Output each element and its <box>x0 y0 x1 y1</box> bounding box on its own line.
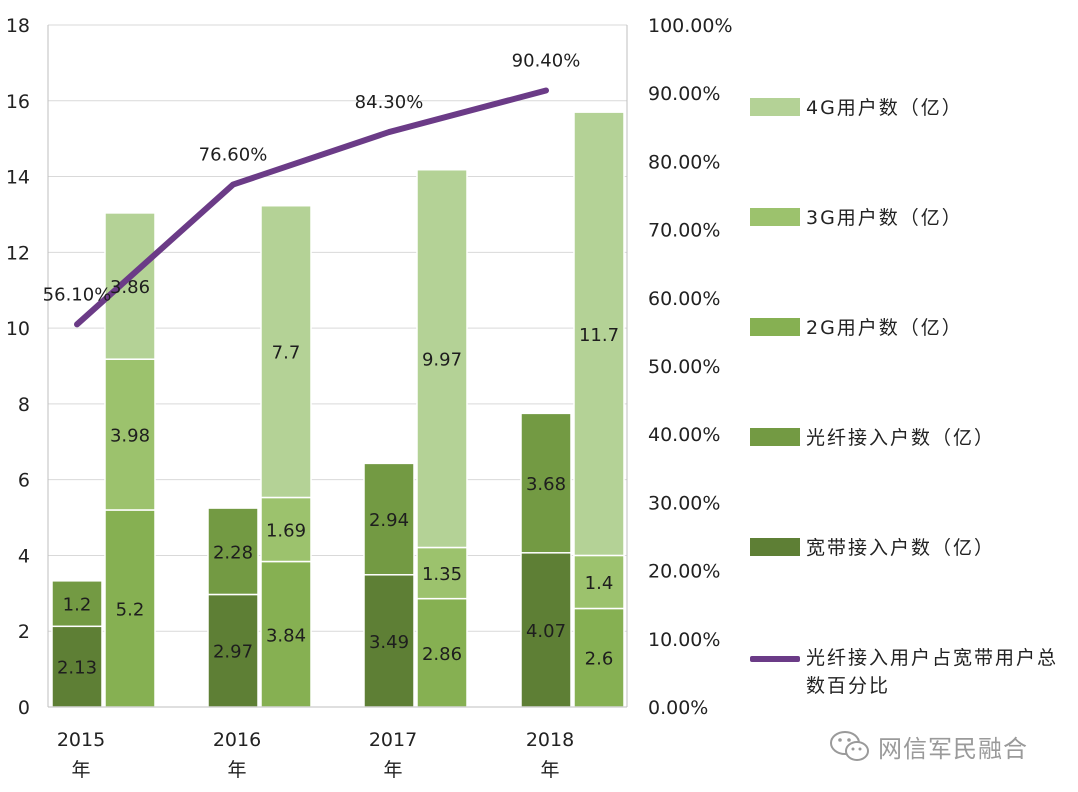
y-right-tick-label: 70.00% <box>648 220 720 242</box>
legend-item: 3G用户数（亿） <box>750 204 1076 232</box>
legend-swatch <box>750 538 800 556</box>
bar-data-label: 1.4 <box>585 573 614 594</box>
legend-item: 2G用户数（亿） <box>750 314 1076 342</box>
percentage-point <box>545 89 547 92</box>
bar-data-label: 11.7 <box>579 325 619 346</box>
legend-label: 光纤接入户数（亿） <box>806 427 996 449</box>
legend-item: 光纤接入户数（亿） <box>750 424 1076 452</box>
chart: 0 2 4 6 8 10 12 14 16 18 0.00% 10.00% 20.00% 30.00% 40… <box>6 15 733 781</box>
bar-data-label: 9.97 <box>422 350 462 371</box>
percentage-data-label: 84.30% <box>355 92 424 113</box>
y-left-tick-label: 4 <box>18 545 30 567</box>
x-category-label: 2015 <box>57 729 105 751</box>
y-left-tick-label: 14 <box>6 167 30 189</box>
y-right-tick-label: 10.00% <box>648 629 720 651</box>
legend-swatch <box>750 318 800 336</box>
bar-segment <box>363 462 415 576</box>
bar-segment <box>104 358 156 511</box>
y-right-tick-label: 100.00% <box>648 15 733 37</box>
legend-item: 宽带接入户数（亿） <box>750 534 1076 562</box>
y-left-tick-label: 10 <box>6 318 30 340</box>
percentage-point <box>76 323 78 326</box>
watermark-text: 网信军民融合 <box>878 734 1028 763</box>
bar-data-label: 2.94 <box>369 510 409 531</box>
bar-data-label: 1.69 <box>266 520 306 541</box>
bar-data-label: 1.2 <box>63 595 92 616</box>
x-category-label: 2017 <box>369 729 417 751</box>
legend-swatch <box>750 208 800 226</box>
bar-segment <box>416 597 468 708</box>
axes: 0 2 4 6 8 10 12 14 16 18 0.00% 10.00% 20.00% 30.00% 40… <box>6 15 733 781</box>
bar-data-label: 3.49 <box>369 632 409 653</box>
x-category-label: 年 <box>71 759 90 781</box>
y-left-tick-label: 12 <box>6 242 30 264</box>
bar-segment <box>260 204 312 499</box>
bar-data-label: 2.97 <box>213 642 253 663</box>
y-left-tick-label: 0 <box>18 697 30 719</box>
y-left-tick-label: 8 <box>18 394 30 416</box>
bar-data-label: 2.13 <box>57 658 97 679</box>
data-labels: 2.13 1.2 5.2 3.98 3.86 2.97 2.28 3.84 1.69 7.7 3.4… <box>43 50 619 678</box>
legend-item: 4G用户数（亿） <box>750 94 1076 122</box>
legend-label: 光纤接入用户占宽带用户总数百分比 <box>806 647 1059 697</box>
y-right-tick-label: 80.00% <box>648 151 720 173</box>
legend-label: 宽带接入户数（亿） <box>806 537 996 559</box>
x-category-label: 2018 <box>526 729 574 751</box>
bar-data-label: 3.84 <box>266 625 306 646</box>
y-right-tick-label: 90.00% <box>648 83 720 105</box>
bar-data-label: 4.07 <box>526 621 566 642</box>
legend-label: 2G用户数（亿） <box>806 317 963 339</box>
y-left-tick-label: 16 <box>6 91 30 113</box>
bar-segment <box>260 496 312 563</box>
bar-segment <box>573 111 625 557</box>
bar-data-label: 2.6 <box>585 649 614 670</box>
y-right-tick-label: 20.00% <box>648 561 720 583</box>
bar-segment <box>104 212 156 360</box>
x-category-label: 年 <box>383 759 402 781</box>
legend-swatch <box>750 98 800 116</box>
legend-label: 3G用户数（亿） <box>806 207 963 229</box>
bar-segment <box>520 552 572 708</box>
legend-swatch <box>750 656 800 662</box>
x-category-label: 年 <box>540 759 559 781</box>
legend-item: 光纤接入用户占宽带用户总数百分比 <box>750 644 1076 700</box>
percentage-data-label: 76.60% <box>199 145 268 166</box>
bar-segment <box>207 593 259 708</box>
x-category-label: 年 <box>227 759 246 781</box>
wechat-icon <box>830 731 869 761</box>
y-left-tick-label: 2 <box>18 621 30 643</box>
bar-data-label: 7.7 <box>272 343 301 364</box>
x-category-label: 2016 <box>213 729 261 751</box>
bar-segment <box>51 580 103 628</box>
percentage-data-label: 56.10% <box>43 284 112 305</box>
bar-data-label: 3.68 <box>526 474 566 495</box>
bar-data-label: 5.2 <box>116 599 145 620</box>
y-right-tick-label: 40.00% <box>648 424 720 446</box>
legend-swatch <box>750 428 800 446</box>
bar-data-label: 3.86 <box>110 277 150 298</box>
percentage-data-label: 90.40% <box>512 50 581 71</box>
bar-data-label: 1.35 <box>422 564 462 585</box>
y-right-tick-label: 30.00% <box>648 492 720 514</box>
y-left-tick-label: 18 <box>6 15 30 37</box>
bar-segment <box>416 168 468 549</box>
y-left-tick-label: 6 <box>18 470 30 492</box>
bar-data-label: 3.98 <box>110 426 150 447</box>
watermark: 网信军民融合 <box>828 728 1028 764</box>
y-right-tick-label: 50.00% <box>648 356 720 378</box>
bar-data-label: 2.28 <box>213 542 253 563</box>
bar-data-label: 2.86 <box>422 644 462 665</box>
percentage-line <box>74 87 549 328</box>
legend-label: 4G用户数（亿） <box>806 97 963 119</box>
bar-segment <box>207 507 259 596</box>
percentage-point <box>232 183 234 186</box>
y-right-tick-label: 0.00% <box>648 697 708 719</box>
y-right-tick-label: 60.00% <box>648 288 720 310</box>
percentage-point <box>388 131 390 134</box>
bar-segment <box>520 412 572 554</box>
percentage-series-line <box>74 87 549 328</box>
